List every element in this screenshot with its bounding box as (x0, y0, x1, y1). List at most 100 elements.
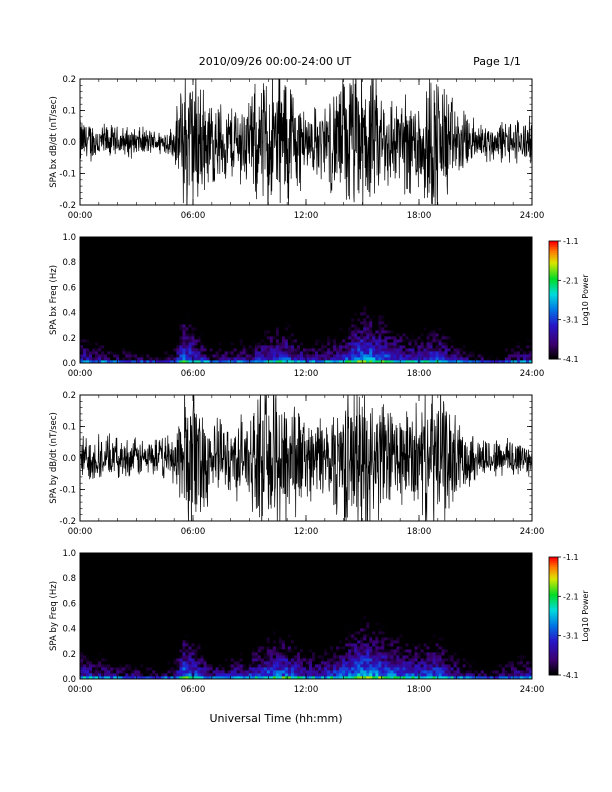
spectrogram-cell (345, 360, 349, 364)
spectrogram-cell (140, 333, 144, 337)
spectrogram-cell (173, 252, 177, 256)
spectrogram-cell (269, 324, 274, 328)
spectrogram-cell (278, 270, 283, 274)
spectrogram-cell (83, 297, 87, 301)
spectrogram-cell (236, 297, 241, 301)
spectrogram-cell (215, 315, 220, 319)
spectrogram-cell (83, 243, 87, 247)
spectrogram-cell (408, 345, 412, 349)
spectrogram-cell (402, 264, 406, 268)
spectrogram-cell (92, 348, 96, 352)
x-tick-label: 00:00 (68, 211, 93, 221)
spectrogram-cell (176, 285, 180, 289)
spectrogram-cell (206, 246, 210, 250)
spectrogram-cell (257, 348, 262, 352)
spectrogram-cell (212, 258, 216, 262)
spectrogram-cell (167, 315, 171, 319)
spectrogram-cell (293, 276, 298, 280)
spectrogram-cell (131, 318, 135, 322)
spectrogram-cell (230, 258, 235, 262)
spectrogram-cell (191, 315, 195, 319)
spectrogram-cell (92, 321, 96, 325)
spectrogram-cell (257, 273, 262, 277)
spectrogram-cell (140, 255, 144, 259)
spectrogram-cell (155, 273, 159, 277)
spectrogram-cell (152, 240, 156, 244)
spectrogram-cell (236, 282, 241, 286)
spectrogram-cell (369, 300, 373, 304)
spectrogram-cell (351, 321, 355, 325)
spectrogram-cell (185, 345, 189, 349)
spectrogram-cell (402, 354, 406, 358)
spectrogram-cell (299, 237, 304, 241)
spectrogram-cell (101, 303, 105, 307)
spectrogram-cell (363, 258, 367, 262)
spectrogram-cell (290, 309, 295, 313)
spectrogram-cell (381, 237, 385, 241)
spectrogram-cell (212, 303, 216, 307)
spectrogram-cell (143, 351, 147, 355)
spectrogram-cell (266, 342, 271, 346)
spectrogram-cell (236, 288, 241, 292)
spectrogram-cell (215, 300, 220, 304)
spectrogram-cell (306, 345, 310, 349)
spectrogram-cell (176, 330, 180, 334)
spectrogram-cell (312, 303, 316, 307)
spectrogram-cell (113, 348, 117, 352)
spectrogram-cell (80, 255, 84, 259)
spectrogram-cell (209, 297, 213, 301)
spectrogram-cell (426, 339, 430, 343)
spectrogram-cell (327, 354, 331, 358)
spectrogram-cell (197, 339, 201, 343)
spectrogram-cell (315, 282, 319, 286)
spectrogram-cell (170, 276, 174, 280)
spectrogram-cell (321, 258, 325, 262)
spectrogram-cell (92, 267, 96, 271)
spectrogram-cell (372, 261, 376, 265)
spectrogram-cell (351, 303, 355, 307)
spectrogram-cell (125, 336, 129, 340)
spectrogram-cell (408, 258, 412, 262)
spectrogram-cell (209, 342, 213, 346)
spectrogram-cell (408, 276, 412, 280)
spectrogram-cell (86, 321, 90, 325)
spectrogram-cell (318, 321, 322, 325)
spectrogram-cell (95, 327, 99, 331)
spectrogram-cell (92, 249, 96, 253)
spectrogram-cell (408, 240, 412, 244)
spectrogram-cell (378, 288, 382, 292)
spectrogram-cell (125, 318, 129, 322)
spectrogram-cell (405, 261, 409, 265)
spectrogram-cell (381, 357, 385, 361)
spectrogram-cell (155, 351, 159, 355)
spectrogram-cell (299, 273, 304, 277)
spectrogram-cell (299, 240, 304, 244)
spectrogram-cell (155, 282, 159, 286)
spectrogram-cell (101, 255, 105, 259)
spectrogram-cell (351, 273, 355, 277)
spectrogram-cell (287, 282, 292, 286)
spectrogram-cell (378, 294, 382, 298)
spectrogram-cell (375, 351, 379, 355)
spectrogram-cell (396, 333, 400, 337)
spectrogram-cell (360, 303, 364, 307)
spectrogram-cell (281, 339, 286, 343)
spectrogram-cell (263, 255, 268, 259)
spectrogram-cell (164, 270, 168, 274)
spectrogram-cell (375, 312, 379, 316)
spectrogram-cell (122, 243, 126, 247)
spectrogram-cell (342, 303, 346, 307)
spectrogram-cell (80, 297, 84, 301)
spectrogram-cell (312, 273, 316, 277)
spectrogram-cell (215, 288, 220, 292)
spectrogram-cell (188, 243, 192, 247)
spectrogram-cell (423, 360, 427, 364)
spectrogram-cell (152, 309, 156, 313)
spectrogram-cell (107, 264, 111, 268)
spectrogram-cell (417, 351, 421, 355)
spectrogram-cell (351, 240, 355, 244)
spectrogram-cell (113, 318, 117, 322)
spectrogram-cell (284, 258, 289, 262)
spectrogram-cell (200, 258, 204, 262)
